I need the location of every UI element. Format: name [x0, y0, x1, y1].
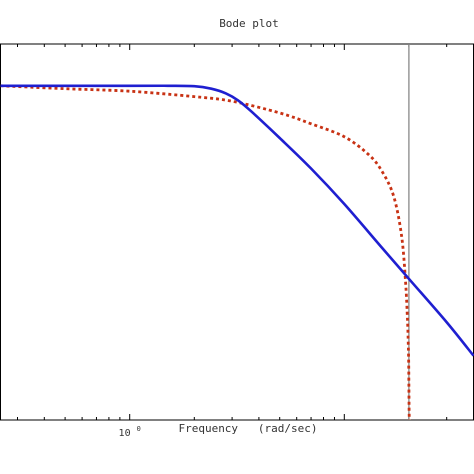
- tick-marks: [16, 44, 474, 420]
- series-layer: [0, 44, 474, 421]
- x-tick-label: 10 0: [119, 425, 141, 439]
- series-line-dotted: [0, 84, 411, 421]
- series-line-solid: [0, 84, 474, 357]
- x-axis-label: Frequency (rad/sec): [178, 422, 317, 435]
- x-tick-label-exponent: 0: [137, 425, 141, 433]
- x-tick-label-base: 10: [119, 428, 131, 439]
- chart-title: Bode plot: [219, 17, 279, 30]
